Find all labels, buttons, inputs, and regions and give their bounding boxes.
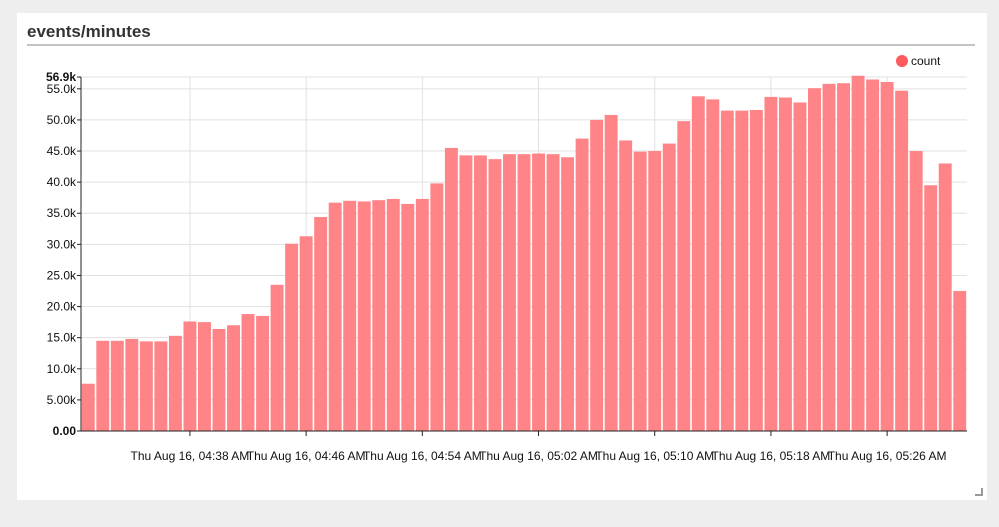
- bar[interactable]: [256, 315, 270, 431]
- title-divider: [27, 44, 975, 46]
- bar-chart: 0.00 5.00k 10.0k 15.0k 20.0k 25.0k 30.0k 35.0k 4…: [46, 54, 967, 463]
- bar[interactable]: [125, 338, 139, 431]
- y-tick-label: 56.9k: [46, 70, 76, 84]
- x-tick-label: Thu Aug 16, 04:38 AM: [131, 449, 250, 463]
- y-tick-label: 20.0k: [47, 300, 77, 314]
- x-tick-label: Thu Aug 16, 05:26 AM: [828, 449, 947, 463]
- bar[interactable]: [503, 154, 516, 431]
- bar[interactable]: [401, 203, 415, 431]
- bar[interactable]: [96, 340, 110, 431]
- bar[interactable]: [938, 163, 952, 431]
- bar[interactable]: [328, 202, 342, 431]
- bar[interactable]: [139, 341, 153, 431]
- bar[interactable]: [227, 325, 240, 431]
- x-tick-label: Thu Aug 16, 04:46 AM: [247, 449, 366, 463]
- bar[interactable]: [561, 157, 575, 431]
- bar[interactable]: [343, 200, 357, 431]
- y-tick-label: 30.0k: [47, 237, 77, 251]
- bar[interactable]: [546, 154, 560, 431]
- bar[interactable]: [604, 114, 618, 431]
- bar[interactable]: [357, 201, 371, 431]
- bar[interactable]: [633, 151, 647, 431]
- bar[interactable]: [430, 183, 444, 431]
- bar[interactable]: [110, 340, 124, 431]
- bar[interactable]: [299, 236, 313, 431]
- bar[interactable]: [386, 198, 400, 431]
- bar[interactable]: [517, 154, 531, 431]
- y-tick-label: 35.0k: [47, 206, 77, 220]
- bar[interactable]: [314, 216, 328, 431]
- legend-label: count: [911, 54, 941, 68]
- bar[interactable]: [662, 143, 676, 431]
- bar[interactable]: [619, 140, 633, 431]
- bar[interactable]: [81, 383, 95, 431]
- bar[interactable]: [575, 138, 589, 431]
- bar[interactable]: [197, 322, 211, 431]
- bar[interactable]: [372, 200, 386, 431]
- axes: [80, 77, 967, 432]
- bar[interactable]: [866, 79, 880, 431]
- bar[interactable]: [168, 335, 182, 431]
- bar[interactable]: [691, 96, 705, 431]
- y-tick-label: 50.0k: [47, 113, 77, 127]
- y-tick-label: 45.0k: [47, 144, 77, 158]
- y-tick-label: 5.00k: [47, 393, 77, 407]
- y-tick-label: 15.0k: [47, 331, 77, 345]
- x-tick-label: Thu Aug 16, 05:18 AM: [712, 449, 831, 463]
- legend-swatch: [896, 55, 908, 67]
- bar[interactable]: [415, 198, 429, 431]
- bar[interactable]: [285, 243, 299, 431]
- bar[interactable]: [677, 121, 691, 431]
- bar[interactable]: [909, 151, 923, 431]
- bar[interactable]: [764, 96, 778, 431]
- bar[interactable]: [895, 90, 909, 432]
- legend[interactable]: count: [896, 54, 941, 68]
- bar[interactable]: [488, 159, 502, 431]
- bar[interactable]: [473, 155, 487, 432]
- bar[interactable]: [154, 341, 168, 431]
- y-tick-label: 25.0k: [47, 268, 77, 282]
- bar[interactable]: [183, 321, 197, 431]
- bar[interactable]: [808, 88, 821, 431]
- bar[interactable]: [212, 328, 226, 431]
- bar[interactable]: [735, 110, 749, 432]
- bar[interactable]: [793, 102, 807, 432]
- y-tick-label: 10.0k: [47, 362, 77, 376]
- bar[interactable]: [270, 284, 284, 431]
- x-tick-label: Thu Aug 16, 05:02 AM: [479, 449, 598, 463]
- bar[interactable]: [241, 314, 255, 431]
- bar[interactable]: [880, 81, 894, 432]
- bar[interactable]: [851, 75, 865, 431]
- panel-title: events/minutes: [27, 22, 151, 41]
- bar[interactable]: [459, 155, 473, 432]
- bar[interactable]: [720, 110, 734, 432]
- y-tick-label: 40.0k: [47, 175, 77, 189]
- bar[interactable]: [953, 291, 967, 431]
- x-tick-label: Thu Aug 16, 05:10 AM: [595, 449, 714, 463]
- bar[interactable]: [648, 151, 662, 431]
- bar[interactable]: [444, 147, 458, 431]
- bar[interactable]: [749, 109, 763, 432]
- y-tick-label: 55.0k: [47, 82, 77, 96]
- bar[interactable]: [590, 119, 604, 431]
- bar-series-count: [81, 75, 967, 432]
- resize-handle[interactable]: [975, 488, 983, 496]
- bar[interactable]: [778, 97, 792, 431]
- bar[interactable]: [706, 99, 720, 431]
- chart-panel: events/minutes 0.00 5.00k 10.0k 15.0k 20.0k 2…: [17, 13, 987, 500]
- bar[interactable]: [822, 83, 836, 432]
- bar[interactable]: [532, 153, 545, 431]
- x-tick-label: Thu Aug 16, 04:54 AM: [363, 449, 482, 463]
- y-tick-label: 0.00: [53, 424, 77, 438]
- y-axis-ticks: 0.00 5.00k 10.0k 15.0k 20.0k 25.0k 30.0k 35.0k 4…: [46, 70, 81, 438]
- bar[interactable]: [924, 185, 938, 431]
- bar[interactable]: [837, 83, 851, 432]
